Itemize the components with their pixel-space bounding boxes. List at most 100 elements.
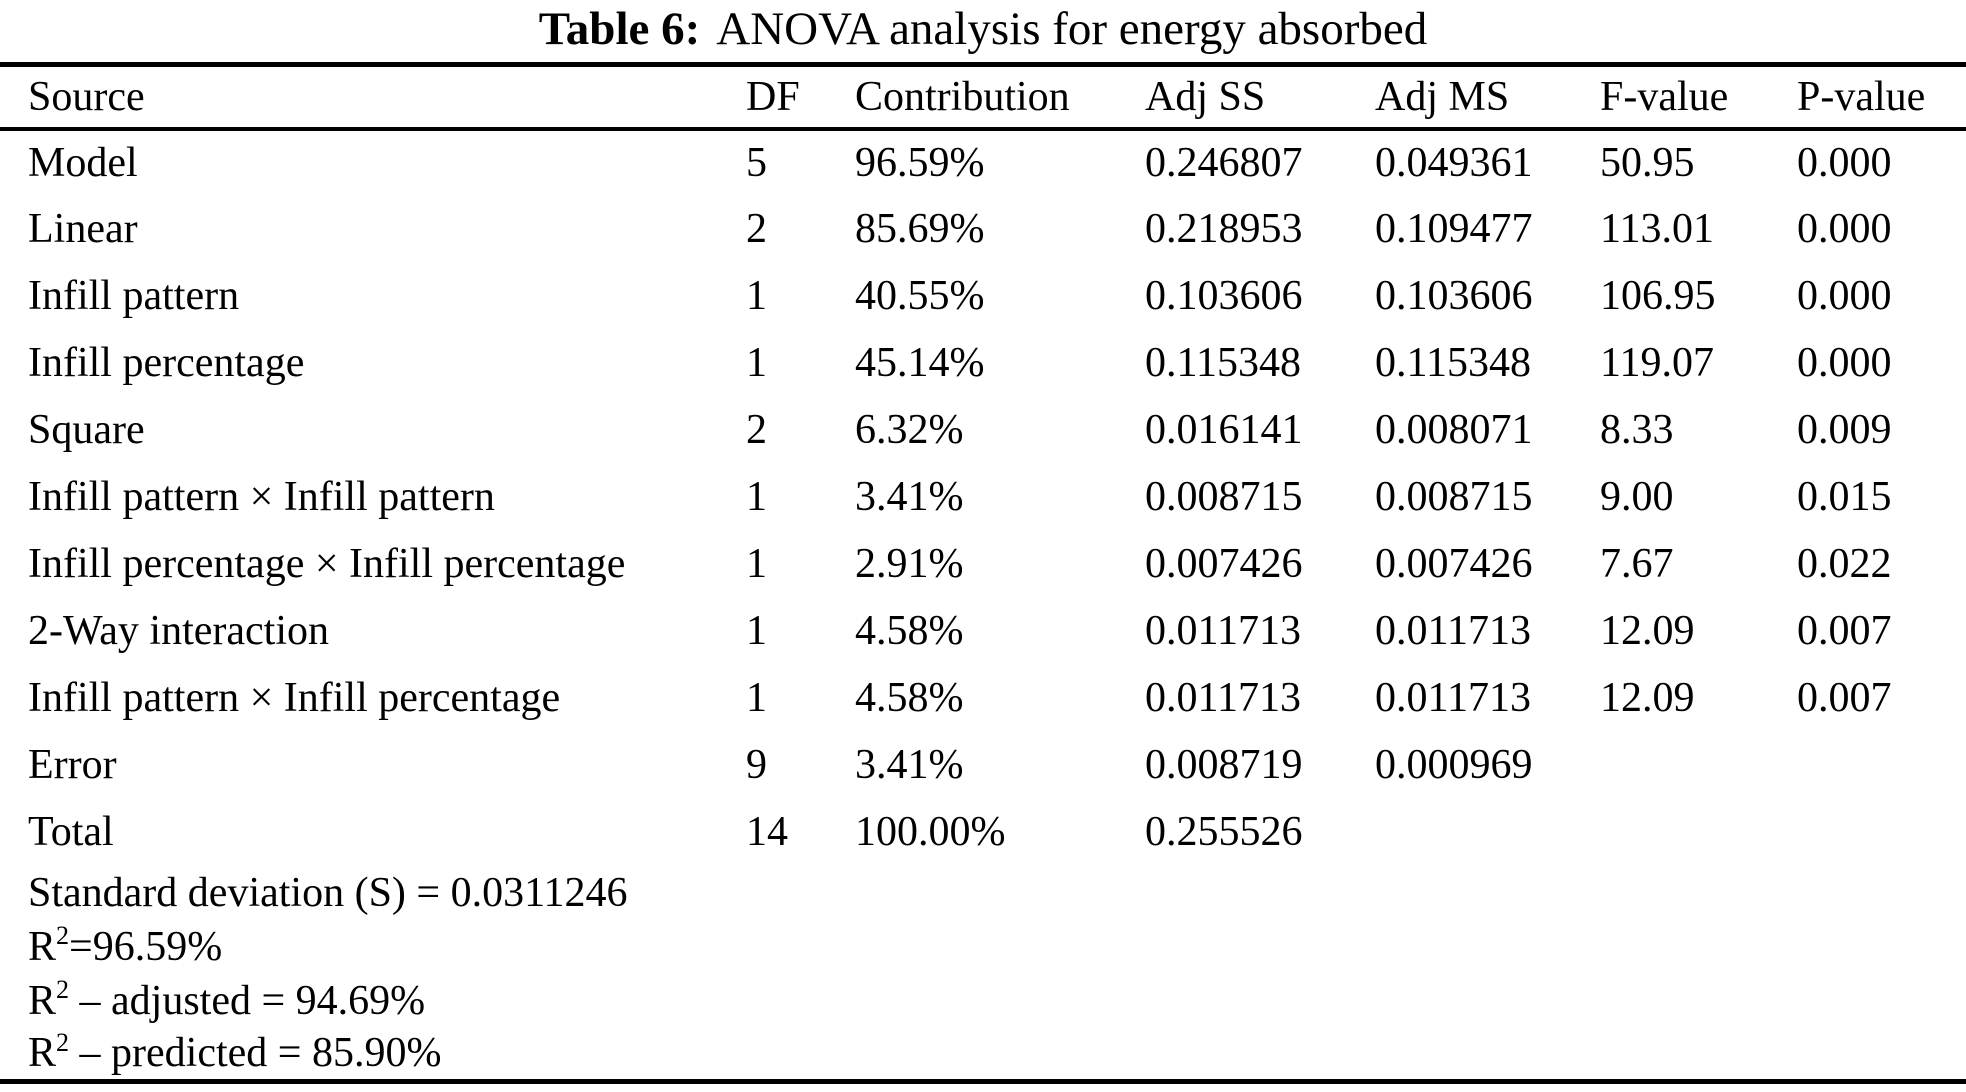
cell-p-value: 0.007: [1797, 675, 1892, 721]
footer-line: R2=96.59%: [0, 920, 1966, 974]
table-body: Model 5 96.59% 0.246807 0.049361 50.95 0…: [0, 129, 1966, 866]
column-header-adj-ms: Adj MS: [1375, 64, 1600, 131]
cell-adj-ms: 0.115348: [1375, 340, 1531, 386]
cell-df: 1: [746, 340, 767, 386]
footer-text: Standard deviation (S) = 0.0311246: [28, 869, 628, 916]
table-row: Infill pattern × Infill percentage 1 4.5…: [0, 665, 1966, 732]
cell-source: Infill pattern × Infill pattern: [28, 474, 495, 520]
cell-f-value: [1600, 732, 1797, 799]
footer-line: Standard deviation (S) = 0.0311246: [0, 866, 1966, 920]
cell-adj-ms: 0.011713: [1375, 675, 1531, 721]
cell-df: 1: [746, 675, 767, 721]
cell-f-value: 113.01: [1600, 206, 1714, 252]
cell-df: 1: [746, 273, 767, 319]
table-title: Table 6: ANOVA analysis for energy absor…: [0, 0, 1966, 62]
cell-df: 9: [746, 742, 767, 788]
cell-contribution: 3.41%: [855, 742, 964, 788]
cell-df: 1: [746, 474, 767, 520]
footer-line: R2 – adjusted = 94.69%: [0, 974, 1966, 1028]
cell-source: Square: [28, 407, 145, 453]
cell-source: Infill pattern: [28, 273, 240, 319]
cell-f-value: 7.67: [1600, 541, 1674, 587]
cell-adj-ss: 0.007426: [1145, 541, 1303, 587]
column-header-p-value: P-value: [1797, 64, 1966, 131]
footer-standard-deviation: Standard deviation (S) = 0.0311246: [0, 866, 1966, 920]
column-header-f-value: F-value: [1600, 64, 1797, 131]
cell-df: 14: [746, 809, 788, 855]
cell-df: 1: [746, 541, 767, 587]
column-header-source: Source: [0, 64, 746, 131]
cell-contribution: 45.14%: [855, 340, 985, 386]
table-row: Error 9 3.41% 0.008719 0.000969: [0, 732, 1966, 799]
cell-adj-ms: 0.103606: [1375, 273, 1533, 319]
footer-text: R: [28, 1030, 57, 1077]
cell-f-value: [1600, 799, 1797, 866]
cell-p-value: 0.007: [1797, 608, 1892, 654]
table-title-label: Table 6:: [538, 3, 701, 55]
cell-adj-ss: 0.115348: [1145, 340, 1301, 386]
cell-source: 2-Way interaction: [28, 608, 329, 654]
cell-f-value: 9.00: [1600, 474, 1674, 520]
cell-adj-ms: 0.000969: [1375, 742, 1533, 788]
footer-text: – predicted = 85.90%: [69, 1030, 442, 1077]
header-row: Source DF Contribution Adj SS Adj MS F-v…: [0, 64, 1966, 131]
cell-f-value: 106.95: [1600, 273, 1716, 319]
footer-r-squared: R2=96.59%: [0, 920, 1966, 974]
cell-p-value: [1797, 799, 1966, 866]
footer-text: =96.59%: [69, 923, 223, 970]
anova-table: Source DF Contribution Adj SS Adj MS F-v…: [0, 62, 1966, 1084]
superscript: 2: [56, 974, 70, 1004]
cell-source: Total: [28, 809, 114, 855]
cell-source: Infill percentage: [28, 340, 305, 386]
cell-p-value: 0.022: [1797, 541, 1892, 587]
table-row: 2-Way interaction 1 4.58% 0.011713 0.011…: [0, 598, 1966, 665]
table-row: Infill pattern × Infill pattern 1 3.41% …: [0, 464, 1966, 531]
cell-adj-ss: 0.011713: [1145, 608, 1301, 654]
superscript: 2: [56, 1027, 70, 1057]
cell-adj-ms: 0.007426: [1375, 541, 1533, 587]
cell-adj-ms: 0.109477: [1375, 206, 1533, 252]
footer-line: R2 – predicted = 85.90%: [0, 1028, 1966, 1082]
table-title-text: ANOVA analysis for energy absorbed: [716, 3, 1428, 55]
cell-df: 2: [746, 407, 767, 453]
cell-contribution: 2.91%: [855, 541, 964, 587]
cell-adj-ss: 0.008715: [1145, 474, 1303, 520]
superscript: 2: [56, 920, 70, 950]
cell-p-value: [1797, 732, 1966, 799]
cell-adj-ss: 0.246807: [1145, 140, 1303, 186]
cell-df: 2: [746, 206, 767, 252]
cell-f-value: 50.95: [1600, 140, 1695, 186]
table-footer: Standard deviation (S) = 0.0311246 R2=96…: [0, 866, 1966, 1082]
cell-p-value: 0.000: [1797, 273, 1892, 319]
cell-df: 1: [746, 608, 767, 654]
footer-r-squared-predicted: R2 – predicted = 85.90%: [0, 1028, 1966, 1082]
table-row: Model 5 96.59% 0.246807 0.049361 50.95 0…: [0, 129, 1966, 196]
column-header-df: DF: [746, 64, 855, 131]
table-header: Source DF Contribution Adj SS Adj MS F-v…: [0, 64, 1966, 131]
cell-p-value: 0.000: [1797, 340, 1892, 386]
cell-source: Error: [28, 742, 117, 788]
cell-f-value: 119.07: [1600, 340, 1714, 386]
table-row: Infill pattern 1 40.55% 0.103606 0.10360…: [0, 263, 1966, 330]
cell-df: 5: [746, 140, 767, 186]
table-row: Infill percentage × Infill percentage 1 …: [0, 531, 1966, 598]
cell-contribution: 4.58%: [855, 608, 964, 654]
cell-adj-ms: 0.008071: [1375, 407, 1533, 453]
cell-adj-ss: 0.011713: [1145, 675, 1301, 721]
table-row: Square 2 6.32% 0.016141 0.008071 8.33 0.…: [0, 397, 1966, 464]
table-row: Infill percentage 1 45.14% 0.115348 0.11…: [0, 330, 1966, 397]
column-header-contribution: Contribution: [855, 64, 1145, 131]
cell-source: Infill pattern × Infill percentage: [28, 675, 561, 721]
column-header-adj-ss: Adj SS: [1145, 64, 1375, 131]
footer-text: R: [28, 977, 57, 1024]
cell-adj-ss: 0.103606: [1145, 273, 1303, 319]
cell-contribution: 96.59%: [855, 140, 985, 186]
cell-source: Model: [28, 140, 138, 186]
footer-r-squared-adjusted: R2 – adjusted = 94.69%: [0, 974, 1966, 1028]
cell-f-value: 12.09: [1600, 675, 1695, 721]
cell-adj-ss: 0.016141: [1145, 407, 1303, 453]
cell-adj-ss: 0.218953: [1145, 206, 1303, 252]
cell-adj-ms: 0.008715: [1375, 474, 1533, 520]
cell-p-value: 0.015: [1797, 474, 1892, 520]
